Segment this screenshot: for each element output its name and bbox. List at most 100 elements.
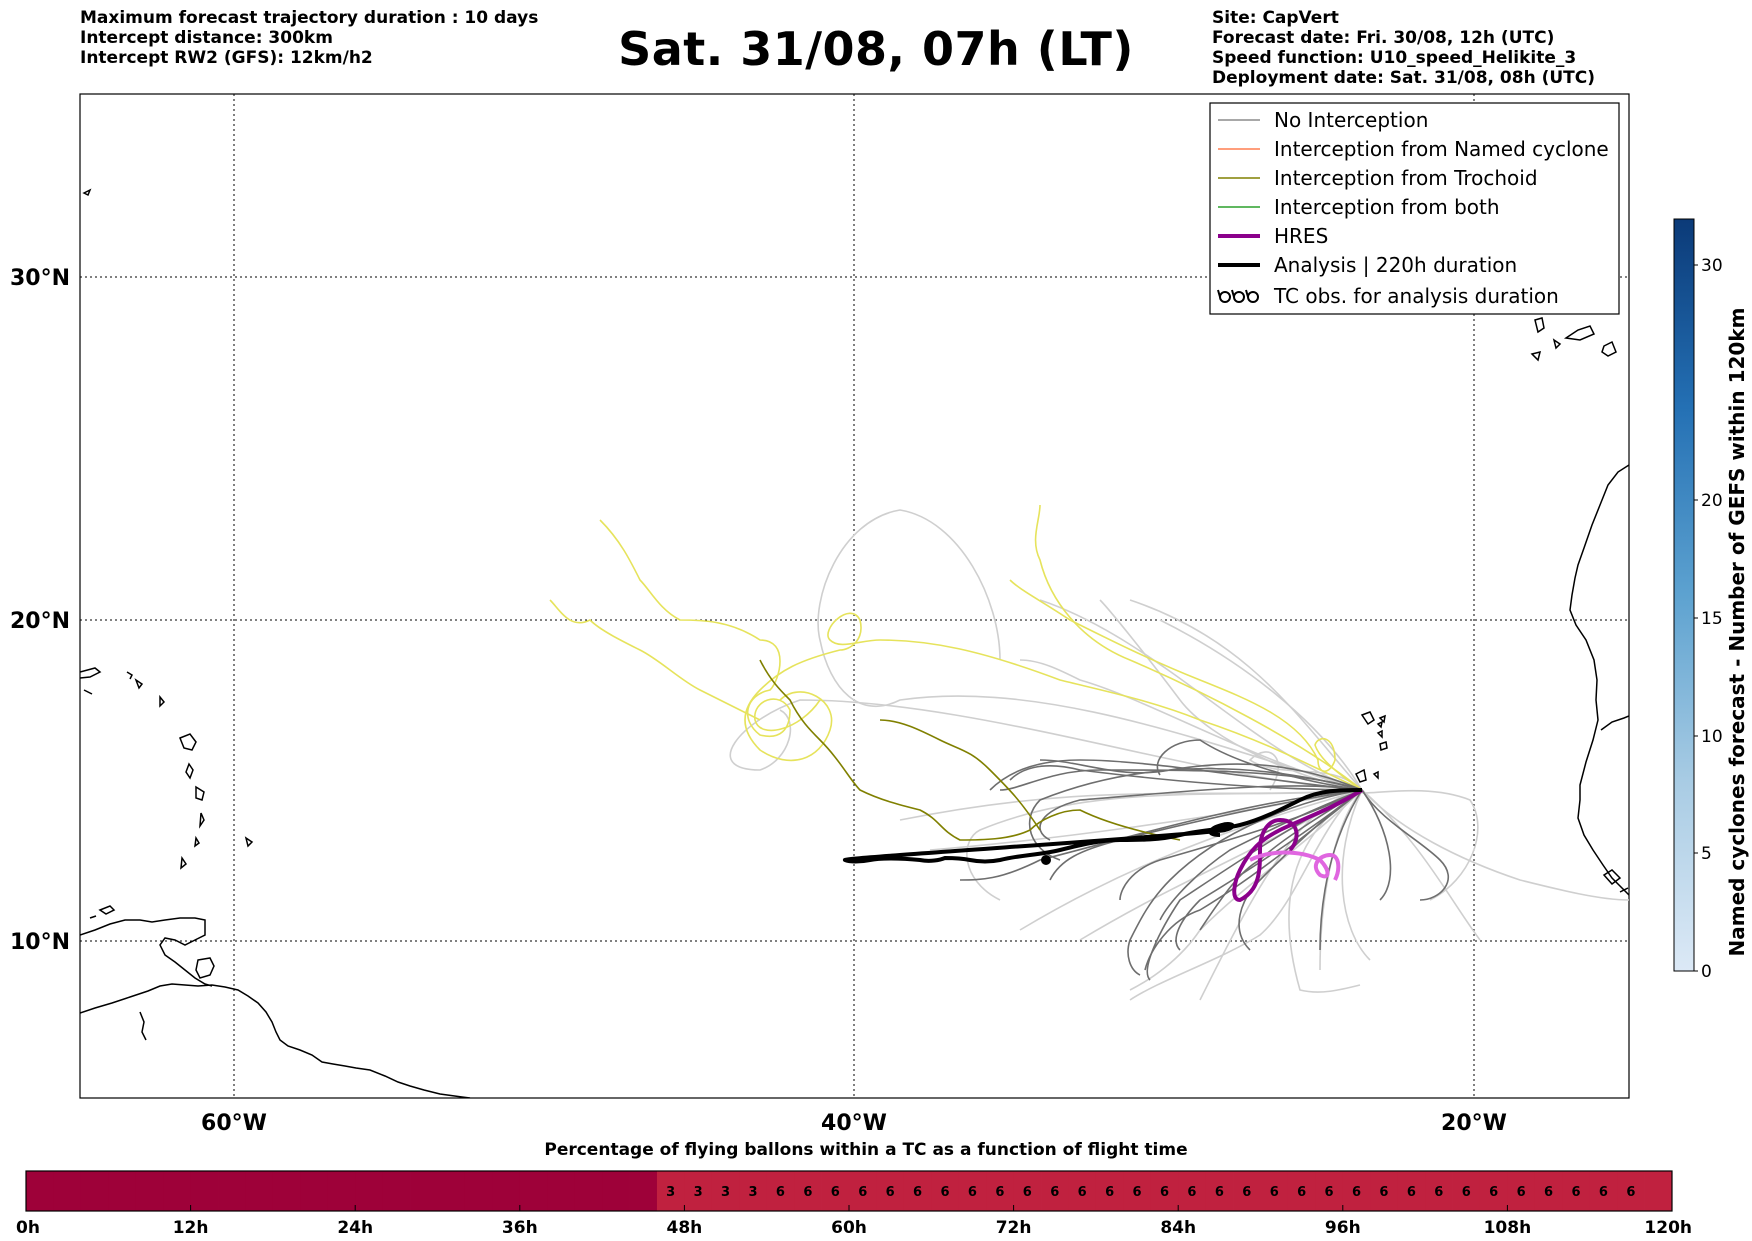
flight-bar-cell-label: 6 (1599, 1185, 1608, 1200)
flight-bar-cell (218, 1171, 246, 1211)
flight-bar-cell (1123, 1171, 1152, 1211)
lat-label-10n: 10°N (10, 930, 70, 955)
lon-label-40w: 40°W (821, 1111, 887, 1136)
flight-bar-title: Percentage of flying ballons within a TC… (544, 1140, 1187, 1160)
island-aruba (89, 915, 97, 919)
island-grenada (180, 855, 188, 870)
island-curacao (98, 905, 116, 915)
header-left-info: Maximum forecast trajectory duration : 1… (80, 8, 538, 68)
header-intercept-rw2: Intercept RW2 (GFS): 12km/h2 (80, 48, 373, 68)
island-cape-verde-7 (1372, 770, 1379, 780)
flight-bar-cell-label: 6 (1544, 1185, 1553, 1200)
flight-bar-cell-label: 6 (1626, 1185, 1635, 1200)
flight-bar-cell (1452, 1171, 1481, 1211)
flight-bar-cell (958, 1171, 987, 1211)
legend-label-tc-obs: TC obs. for analysis duration (1273, 284, 1559, 308)
flight-bar-cell (163, 1171, 191, 1211)
colorbar-title: Named cyclones forecast - Number of GEFS… (1725, 308, 1749, 957)
flight-bar-cell-label: 6 (1462, 1185, 1471, 1200)
island-leeward-1 (134, 678, 144, 690)
flight-bar-cell (711, 1171, 740, 1211)
flight-bar-cell (602, 1171, 630, 1211)
trajectory-hres (1232, 788, 1364, 903)
flight-bar-tick-label: 108h (1484, 1218, 1532, 1238)
flight-bar-cell-label: 6 (831, 1185, 840, 1200)
flight-bar-cell (1315, 1171, 1344, 1211)
flight-bar-cell-label: 6 (1105, 1185, 1114, 1200)
island-cape-verde-3 (1376, 720, 1384, 729)
flight-bar-cell-label: 6 (940, 1185, 949, 1200)
island-canary-3 (1601, 340, 1617, 357)
analysis-end-marker (1041, 855, 1051, 865)
legend-box (1209, 102, 1620, 315)
colorbar-tick-10: 10 (1701, 727, 1723, 747)
flight-bar-cell (1507, 1171, 1536, 1211)
flight-bar-cell-label: 6 (1407, 1185, 1416, 1200)
flight-bar-cell (492, 1171, 521, 1211)
flight-bar-cell (1287, 1171, 1316, 1211)
coast-africa-islands (1602, 869, 1629, 893)
flight-bar-cell (821, 1171, 850, 1211)
island-leeward-2 (159, 694, 166, 708)
island-canary-1 (1534, 317, 1545, 334)
header-right-info: Site: CapVert Forecast date: Fri. 30/08,… (1212, 8, 1595, 88)
flight-bar-cell (300, 1171, 329, 1211)
flight-bar-cell (1617, 1171, 1645, 1211)
island-guadeloupe (179, 733, 197, 751)
flight-bar-cell-label: 6 (1489, 1185, 1498, 1200)
coast-venezuela-north (80, 917, 213, 987)
flight-bar-cell-label: 6 (1434, 1185, 1443, 1200)
flight-bar-cell (766, 1171, 795, 1211)
flight-bar-cell (739, 1171, 768, 1211)
legend-label-named-cyclone: Interception from Named cyclone (1274, 137, 1609, 161)
flight-bar-cell-label: 6 (1270, 1185, 1279, 1200)
flight-bar-cell-label: 3 (721, 1185, 730, 1200)
header-deployment-date: Deployment date: Sat. 31/08, 08h (UTC) (1212, 68, 1596, 88)
colorbar-tick-5: 5 (1701, 844, 1712, 864)
flight-bar-cell (355, 1171, 384, 1211)
flight-bar-cell (849, 1171, 877, 1211)
flight-bar-cell (1479, 1171, 1508, 1211)
flight-bar-cell (574, 1171, 603, 1211)
flight-bar-cell (245, 1171, 274, 1211)
flight-bar-cell (80, 1171, 109, 1211)
flight-bar-cell (1260, 1171, 1289, 1211)
flight-bar-tick-label: 72h (996, 1218, 1032, 1238)
colorbar-tick-30: 30 (1701, 256, 1723, 276)
colorbar-ticks (1694, 264, 1698, 972)
island-canary-5 (1552, 338, 1562, 350)
trajectory-analysis (842, 788, 1363, 864)
flight-bar-cell (437, 1171, 466, 1211)
coastlines (80, 188, 1629, 1098)
flight-bar-cell-label: 6 (1160, 1185, 1169, 1200)
flight-bar-cell (1370, 1171, 1399, 1211)
flight-bar-cell (876, 1171, 905, 1211)
island-north-small (82, 188, 92, 197)
flight-bar-cell-label: 3 (666, 1185, 675, 1200)
flight-bar-cell (986, 1171, 1014, 1211)
trajectory-hres-light (1249, 850, 1341, 881)
flight-bar-cell (382, 1171, 411, 1211)
island-cape-verde-1 (1360, 711, 1375, 726)
header-duration: Maximum forecast trajectory duration : 1… (80, 8, 539, 28)
flight-bar-cell (272, 1171, 301, 1211)
flight-bar-cell-label: 6 (995, 1185, 1004, 1200)
flight-bar-cell-label: 6 (968, 1185, 977, 1200)
flight-bar-cell (108, 1171, 137, 1211)
colorbar-tick-15: 15 (1701, 609, 1723, 629)
flight-bar-cell (1205, 1171, 1234, 1211)
flight-bar-cell (547, 1171, 576, 1211)
flight-bar-cell-label: 6 (1352, 1185, 1361, 1200)
coast-west-africa-detail (1600, 715, 1629, 731)
flight-bar-cell-label: 6 (886, 1185, 895, 1200)
legend-item-trochoid: Interception from Trochoid (1218, 166, 1538, 190)
flight-bar-cells: 3 3 3 3 6 6 6 6 6 6 6 6 6 6 6 6 6 6 6 6 6 6 6 6 6 6 6 6 6 6 6 6 6 6 6 6 (26, 1171, 1673, 1211)
island-cape-verde-4 (1376, 729, 1383, 739)
island-canary-2 (1563, 325, 1596, 341)
legend-item-both: Interception from both (1218, 195, 1500, 219)
flight-bar-cell (903, 1171, 932, 1211)
island-puerto-rico (80, 667, 102, 679)
legend-item-named-cyclone: Interception from Named cyclone (1218, 137, 1609, 161)
flight-bar-tick-label: 24h (337, 1218, 373, 1238)
flight-bar-cell-label: 6 (1078, 1185, 1087, 1200)
